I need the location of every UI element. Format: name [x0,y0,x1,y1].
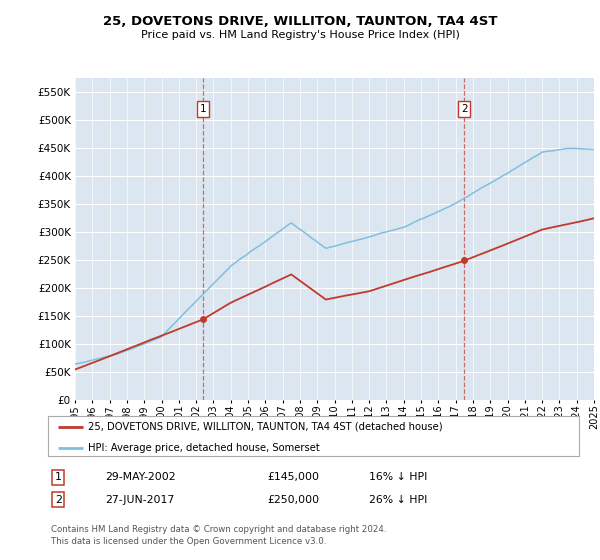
Text: £250,000: £250,000 [267,494,319,505]
Text: Contains HM Land Registry data © Crown copyright and database right 2024.
This d: Contains HM Land Registry data © Crown c… [51,525,386,546]
Text: 25, DOVETONS DRIVE, WILLITON, TAUNTON, TA4 4ST: 25, DOVETONS DRIVE, WILLITON, TAUNTON, T… [103,15,497,28]
Text: 26% ↓ HPI: 26% ↓ HPI [369,494,427,505]
Text: 16% ↓ HPI: 16% ↓ HPI [369,472,427,482]
Text: Price paid vs. HM Land Registry's House Price Index (HPI): Price paid vs. HM Land Registry's House … [140,30,460,40]
Text: 25, DOVETONS DRIVE, WILLITON, TAUNTON, TA4 4ST (detached house): 25, DOVETONS DRIVE, WILLITON, TAUNTON, T… [88,422,442,432]
Text: 2: 2 [55,494,62,505]
Text: 1: 1 [200,104,206,114]
Text: HPI: Average price, detached house, Somerset: HPI: Average price, detached house, Some… [88,442,320,452]
Text: 27-JUN-2017: 27-JUN-2017 [105,494,174,505]
Text: 29-MAY-2002: 29-MAY-2002 [105,472,176,482]
Text: 1: 1 [55,472,62,482]
Text: £145,000: £145,000 [267,472,319,482]
Text: 2: 2 [461,104,467,114]
